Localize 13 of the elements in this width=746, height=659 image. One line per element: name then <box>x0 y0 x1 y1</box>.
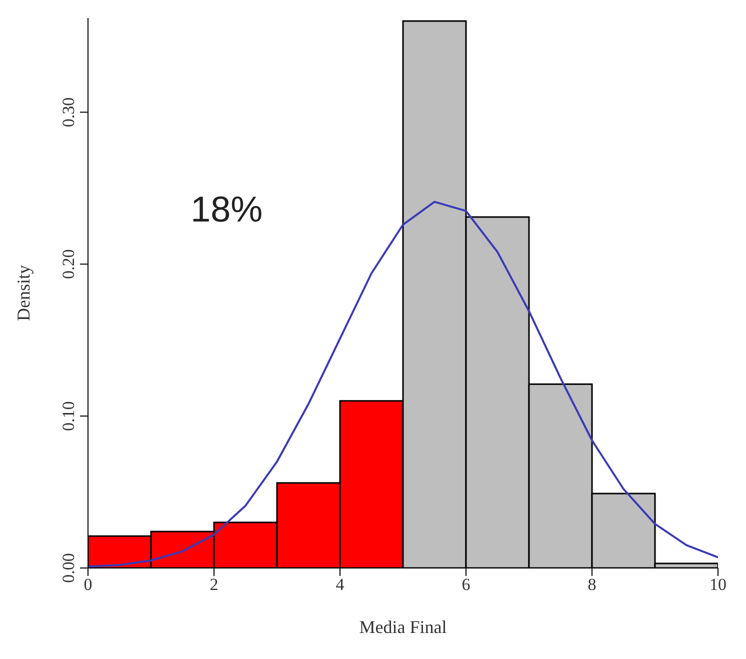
y-tick-label: 0.30 <box>59 97 78 128</box>
x-tick-label: 6 <box>462 575 470 594</box>
y-tick-label: 0.00 <box>59 553 78 583</box>
x-axis-title: Media Final <box>359 617 447 637</box>
x-tick-label: 0 <box>84 575 92 594</box>
annotation: 18% <box>190 188 263 230</box>
y-tick-label: 0.10 <box>59 401 78 431</box>
x-tick-label: 8 <box>588 575 596 594</box>
y-tick-label: 0.20 <box>59 249 78 280</box>
x-tick-label: 2 <box>210 575 218 594</box>
x-tick-label: 4 <box>336 575 345 594</box>
x-tick-label: 10 <box>710 575 726 594</box>
y-axis-title: Density <box>13 265 34 321</box>
